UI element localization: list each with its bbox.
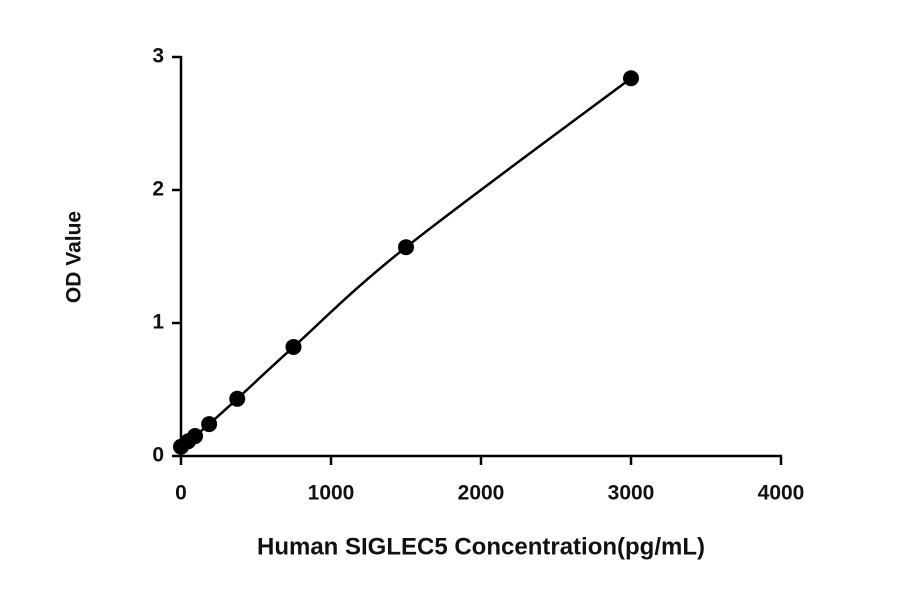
data-point [229,390,246,407]
x-tick-label: 4000 [758,482,805,505]
data-point [187,428,204,445]
x-axis-label: Human SIGLEC5 Concentration(pg/mL) [257,533,705,560]
data-point [285,338,302,355]
x-tick-label: 2000 [458,482,505,505]
data-point [201,416,218,433]
x-tick-label: 1000 [308,482,355,505]
y-tick-label: 2 [152,178,164,201]
x-tick-label: 3000 [608,482,655,505]
y-axis-label: OD Value [63,211,86,303]
x-tick-label: 0 [175,482,187,505]
y-tick-label: 3 [152,45,164,68]
data-point [623,70,639,87]
y-tick-label: 1 [152,311,164,334]
fit-curve [180,77,632,448]
y-tick-label: 0 [152,444,164,467]
data-point [398,239,414,256]
